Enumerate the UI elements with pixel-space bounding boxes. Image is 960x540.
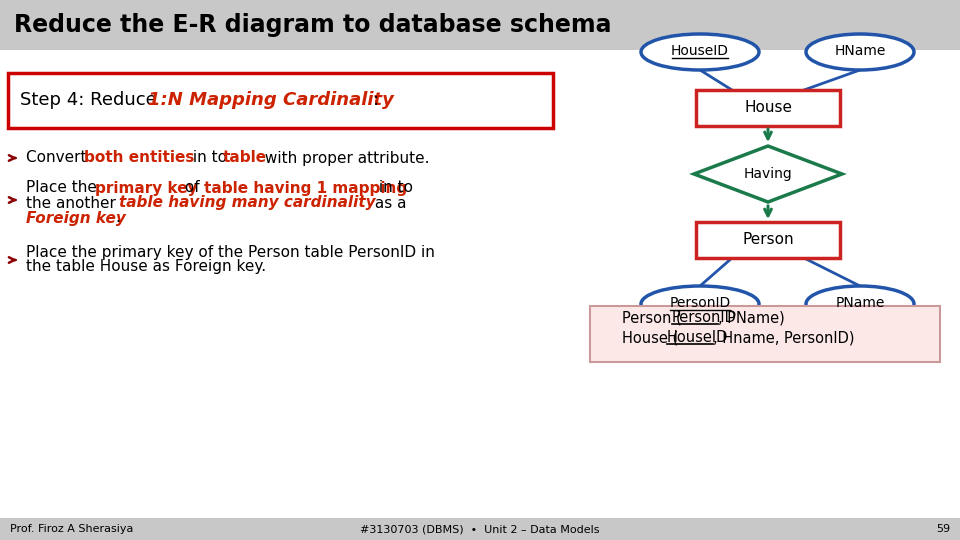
Text: , PName): , PName) bbox=[718, 310, 784, 326]
Text: Place the primary key of the Person table PersonID in: Place the primary key of the Person tabl… bbox=[26, 245, 435, 260]
Ellipse shape bbox=[641, 286, 759, 322]
Text: Person: Person bbox=[742, 233, 794, 247]
FancyBboxPatch shape bbox=[0, 518, 960, 540]
Text: #3130703 (DBMS)  •  Unit 2 – Data Models: #3130703 (DBMS) • Unit 2 – Data Models bbox=[360, 524, 600, 534]
Text: both entities: both entities bbox=[84, 151, 194, 165]
Text: table having many cardinality: table having many cardinality bbox=[119, 195, 375, 211]
Text: table: table bbox=[223, 151, 267, 165]
Text: PersonID: PersonID bbox=[669, 296, 731, 310]
Text: table having 1 mapping: table having 1 mapping bbox=[204, 180, 407, 195]
Text: , Hname, PersonID): , Hname, PersonID) bbox=[713, 330, 854, 346]
Text: PersonID: PersonID bbox=[672, 310, 737, 326]
Text: with proper attribute.: with proper attribute. bbox=[260, 151, 429, 165]
Text: in to: in to bbox=[188, 151, 232, 165]
Text: Foreign key: Foreign key bbox=[26, 211, 126, 226]
Text: primary key: primary key bbox=[95, 180, 198, 195]
Text: as a: as a bbox=[370, 195, 406, 211]
FancyBboxPatch shape bbox=[590, 306, 940, 362]
Text: HName: HName bbox=[834, 44, 886, 58]
Text: Person (: Person ( bbox=[622, 310, 682, 326]
Text: Convert: Convert bbox=[26, 151, 91, 165]
FancyBboxPatch shape bbox=[0, 0, 960, 50]
Text: House: House bbox=[744, 100, 792, 116]
Text: Having: Having bbox=[744, 167, 792, 181]
FancyBboxPatch shape bbox=[696, 222, 840, 258]
Text: in to: in to bbox=[374, 180, 413, 195]
Text: Reduce the E-R diagram to database schema: Reduce the E-R diagram to database schem… bbox=[14, 13, 612, 37]
Text: the another: the another bbox=[26, 195, 121, 211]
Text: Place the: Place the bbox=[26, 180, 102, 195]
Text: House (: House ( bbox=[622, 330, 679, 346]
Text: .: . bbox=[115, 211, 120, 226]
Ellipse shape bbox=[806, 286, 914, 322]
Text: PName: PName bbox=[835, 296, 885, 310]
FancyBboxPatch shape bbox=[696, 90, 840, 126]
Ellipse shape bbox=[806, 34, 914, 70]
Text: the table House as Foreign key.: the table House as Foreign key. bbox=[26, 260, 266, 274]
Text: :: : bbox=[373, 91, 379, 109]
Polygon shape bbox=[694, 146, 842, 202]
Text: HouseID: HouseID bbox=[671, 44, 729, 58]
Text: Step 4: Reduce: Step 4: Reduce bbox=[20, 91, 162, 109]
Text: Prof. Firoz A Sherasiya: Prof. Firoz A Sherasiya bbox=[10, 524, 133, 534]
Text: 1:N Mapping Cardinality: 1:N Mapping Cardinality bbox=[148, 91, 394, 109]
Text: HouseID: HouseID bbox=[667, 330, 729, 346]
FancyBboxPatch shape bbox=[8, 73, 553, 128]
Text: of: of bbox=[180, 180, 204, 195]
Text: 59: 59 bbox=[936, 524, 950, 534]
Ellipse shape bbox=[641, 34, 759, 70]
